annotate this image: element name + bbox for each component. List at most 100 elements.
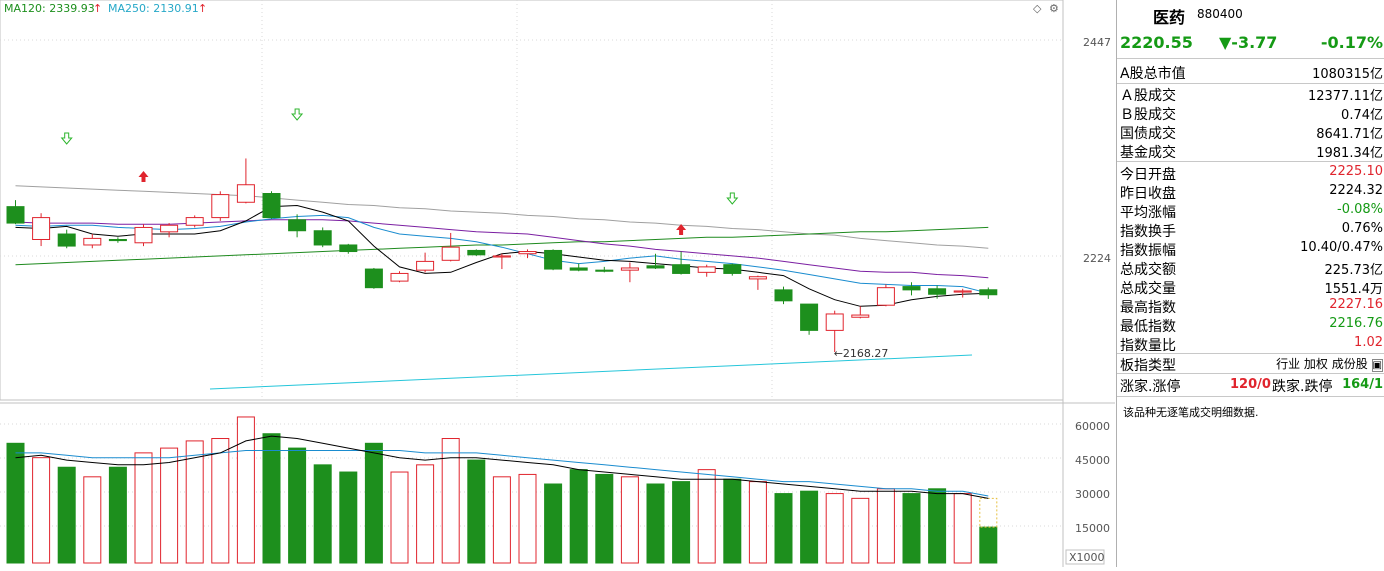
separator	[1117, 373, 1384, 374]
vol-tick-15000: 15000	[1075, 522, 1110, 535]
expand-icon[interactable]: ▣	[1371, 359, 1383, 372]
diamond-icon[interactable]: ◇	[1033, 2, 1042, 15]
volume-bar	[518, 473, 537, 564]
candle-body[interactable]	[851, 314, 870, 318]
volume-bar	[928, 488, 947, 564]
stat-label: A股总市值	[1120, 66, 1186, 82]
candle-body[interactable]	[160, 224, 179, 233]
ma120-legend: MA120: 2339.93	[4, 2, 95, 15]
candle-body[interactable]	[262, 193, 281, 219]
panel-header: 医药 880400	[1117, 0, 1384, 30]
ma120-line	[15, 185, 989, 249]
candle-body[interactable]	[57, 233, 76, 247]
candle-body[interactable]	[108, 238, 127, 242]
vol-tick-30000: 30000	[1075, 488, 1110, 501]
stat-row: Ｂ股成交 0.74亿	[1117, 103, 1384, 123]
candle-body[interactable]	[825, 313, 844, 331]
down-count-value: 164/1	[1342, 377, 1383, 392]
candle-body[interactable]	[697, 266, 716, 273]
volume-bar	[108, 466, 127, 564]
candle-body[interactable]	[748, 276, 767, 280]
stat-row: 昨日收盘 2224.32	[1117, 182, 1384, 202]
volume-bar	[83, 476, 102, 564]
volume-bar	[544, 483, 563, 564]
candle-body[interactable]	[928, 288, 947, 295]
candle-body[interactable]	[313, 230, 332, 246]
board-type-options[interactable]: 行业 加权 成份股	[1276, 357, 1368, 371]
volume-bar	[364, 442, 383, 564]
candle-body[interactable]	[6, 206, 25, 224]
volume-ma-lines	[15, 435, 989, 499]
volume-bar	[467, 459, 486, 564]
kline-chart-svg[interactable]: MA120: 2339.93 ↑ MA250: 2130.91 ↑ 2447 2…	[0, 0, 1116, 567]
candle-body[interactable]	[620, 267, 639, 271]
candle-body[interactable]	[492, 255, 511, 258]
candle-body[interactable]	[953, 290, 972, 293]
volume-bar	[57, 466, 76, 564]
candle-body[interactable]	[339, 244, 358, 253]
candles[interactable]	[6, 158, 998, 352]
kline-chart-area[interactable]: MA120: 2339.93 ↑ MA250: 2130.91 ↑ 2447 2…	[0, 0, 1116, 567]
stat-value: 2216.76	[1329, 316, 1383, 331]
candle-body[interactable]	[544, 249, 563, 270]
volume-bars[interactable]	[6, 416, 998, 564]
candle-body[interactable]	[800, 303, 819, 331]
settings-icon[interactable]: ⚙	[1049, 2, 1059, 15]
candle-body[interactable]	[569, 267, 588, 271]
stat-label: 最高指数	[1120, 300, 1176, 316]
volume-bar	[390, 471, 409, 564]
down-count-label: 跌家.跌停	[1272, 379, 1333, 395]
candle-body[interactable]	[441, 246, 460, 261]
candle-body[interactable]	[211, 194, 230, 219]
stat-row: 平均涨幅 -0.08%	[1117, 201, 1384, 221]
volume-bar	[160, 447, 179, 564]
candle-body[interactable]	[723, 264, 742, 274]
candle-body[interactable]	[774, 289, 793, 302]
up-down-row: 涨家.涨停 120/0 跌家.跌停 164/1	[1117, 375, 1384, 395]
buy-signal-icon	[138, 171, 149, 182]
price-change: ▼-3.77	[1219, 33, 1278, 52]
up-count-label: 涨家.涨停	[1120, 379, 1181, 395]
candle-body[interactable]	[467, 249, 486, 256]
candle-body[interactable]	[83, 237, 102, 246]
candle-body[interactable]	[595, 269, 614, 272]
sell-signal-icon	[291, 108, 304, 121]
ma250-legend: MA250: 2130.91	[108, 2, 199, 15]
price-change-pct: -0.17%	[1320, 33, 1383, 52]
stat-value: 2227.16	[1329, 297, 1383, 312]
stat-row: A股总市值 1080315亿	[1117, 62, 1384, 82]
candle-body[interactable]	[364, 268, 383, 289]
volume-bar	[32, 457, 51, 564]
ma20-line	[15, 219, 989, 279]
stat-row: 最低指数 2216.76	[1117, 315, 1384, 335]
board-type-links[interactable]: 行业 加权 成份股 ▣	[1276, 355, 1383, 372]
stat-row: 总成交量 1551.4万	[1117, 277, 1384, 297]
board-type-row: 板指类型 行业 加权 成份股 ▣	[1117, 354, 1384, 374]
stat-value: 10.40/0.47%	[1300, 240, 1383, 255]
candle-body[interactable]	[902, 286, 921, 291]
candle-body[interactable]	[672, 264, 691, 274]
stat-value: -0.08%	[1337, 202, 1383, 217]
candle-body[interactable]	[134, 226, 153, 244]
candle-body[interactable]	[32, 217, 51, 240]
candle-body[interactable]	[416, 260, 435, 271]
candle-body[interactable]	[646, 265, 665, 269]
volume-bar	[185, 440, 204, 564]
candle-body[interactable]	[185, 217, 204, 226]
volume-bar	[339, 471, 358, 564]
stat-label: 平均涨幅	[1120, 205, 1176, 221]
candle-body[interactable]	[876, 287, 895, 306]
candle-body[interactable]	[979, 289, 998, 296]
candle-body[interactable]	[288, 219, 307, 232]
volume-bar	[492, 476, 511, 564]
candle-body[interactable]	[518, 251, 537, 255]
stat-label: 国债成交	[1120, 126, 1176, 142]
stat-label: 昨日收盘	[1120, 186, 1176, 202]
candle-body[interactable]	[236, 184, 255, 203]
stat-label: 总成交额	[1120, 262, 1176, 278]
candle-body[interactable]	[390, 272, 409, 282]
stat-value: 2224.32	[1329, 183, 1383, 198]
separator	[1117, 161, 1384, 162]
stat-row: 最高指数 2227.16	[1117, 296, 1384, 316]
stat-row: 总成交额 225.73亿	[1117, 258, 1384, 278]
